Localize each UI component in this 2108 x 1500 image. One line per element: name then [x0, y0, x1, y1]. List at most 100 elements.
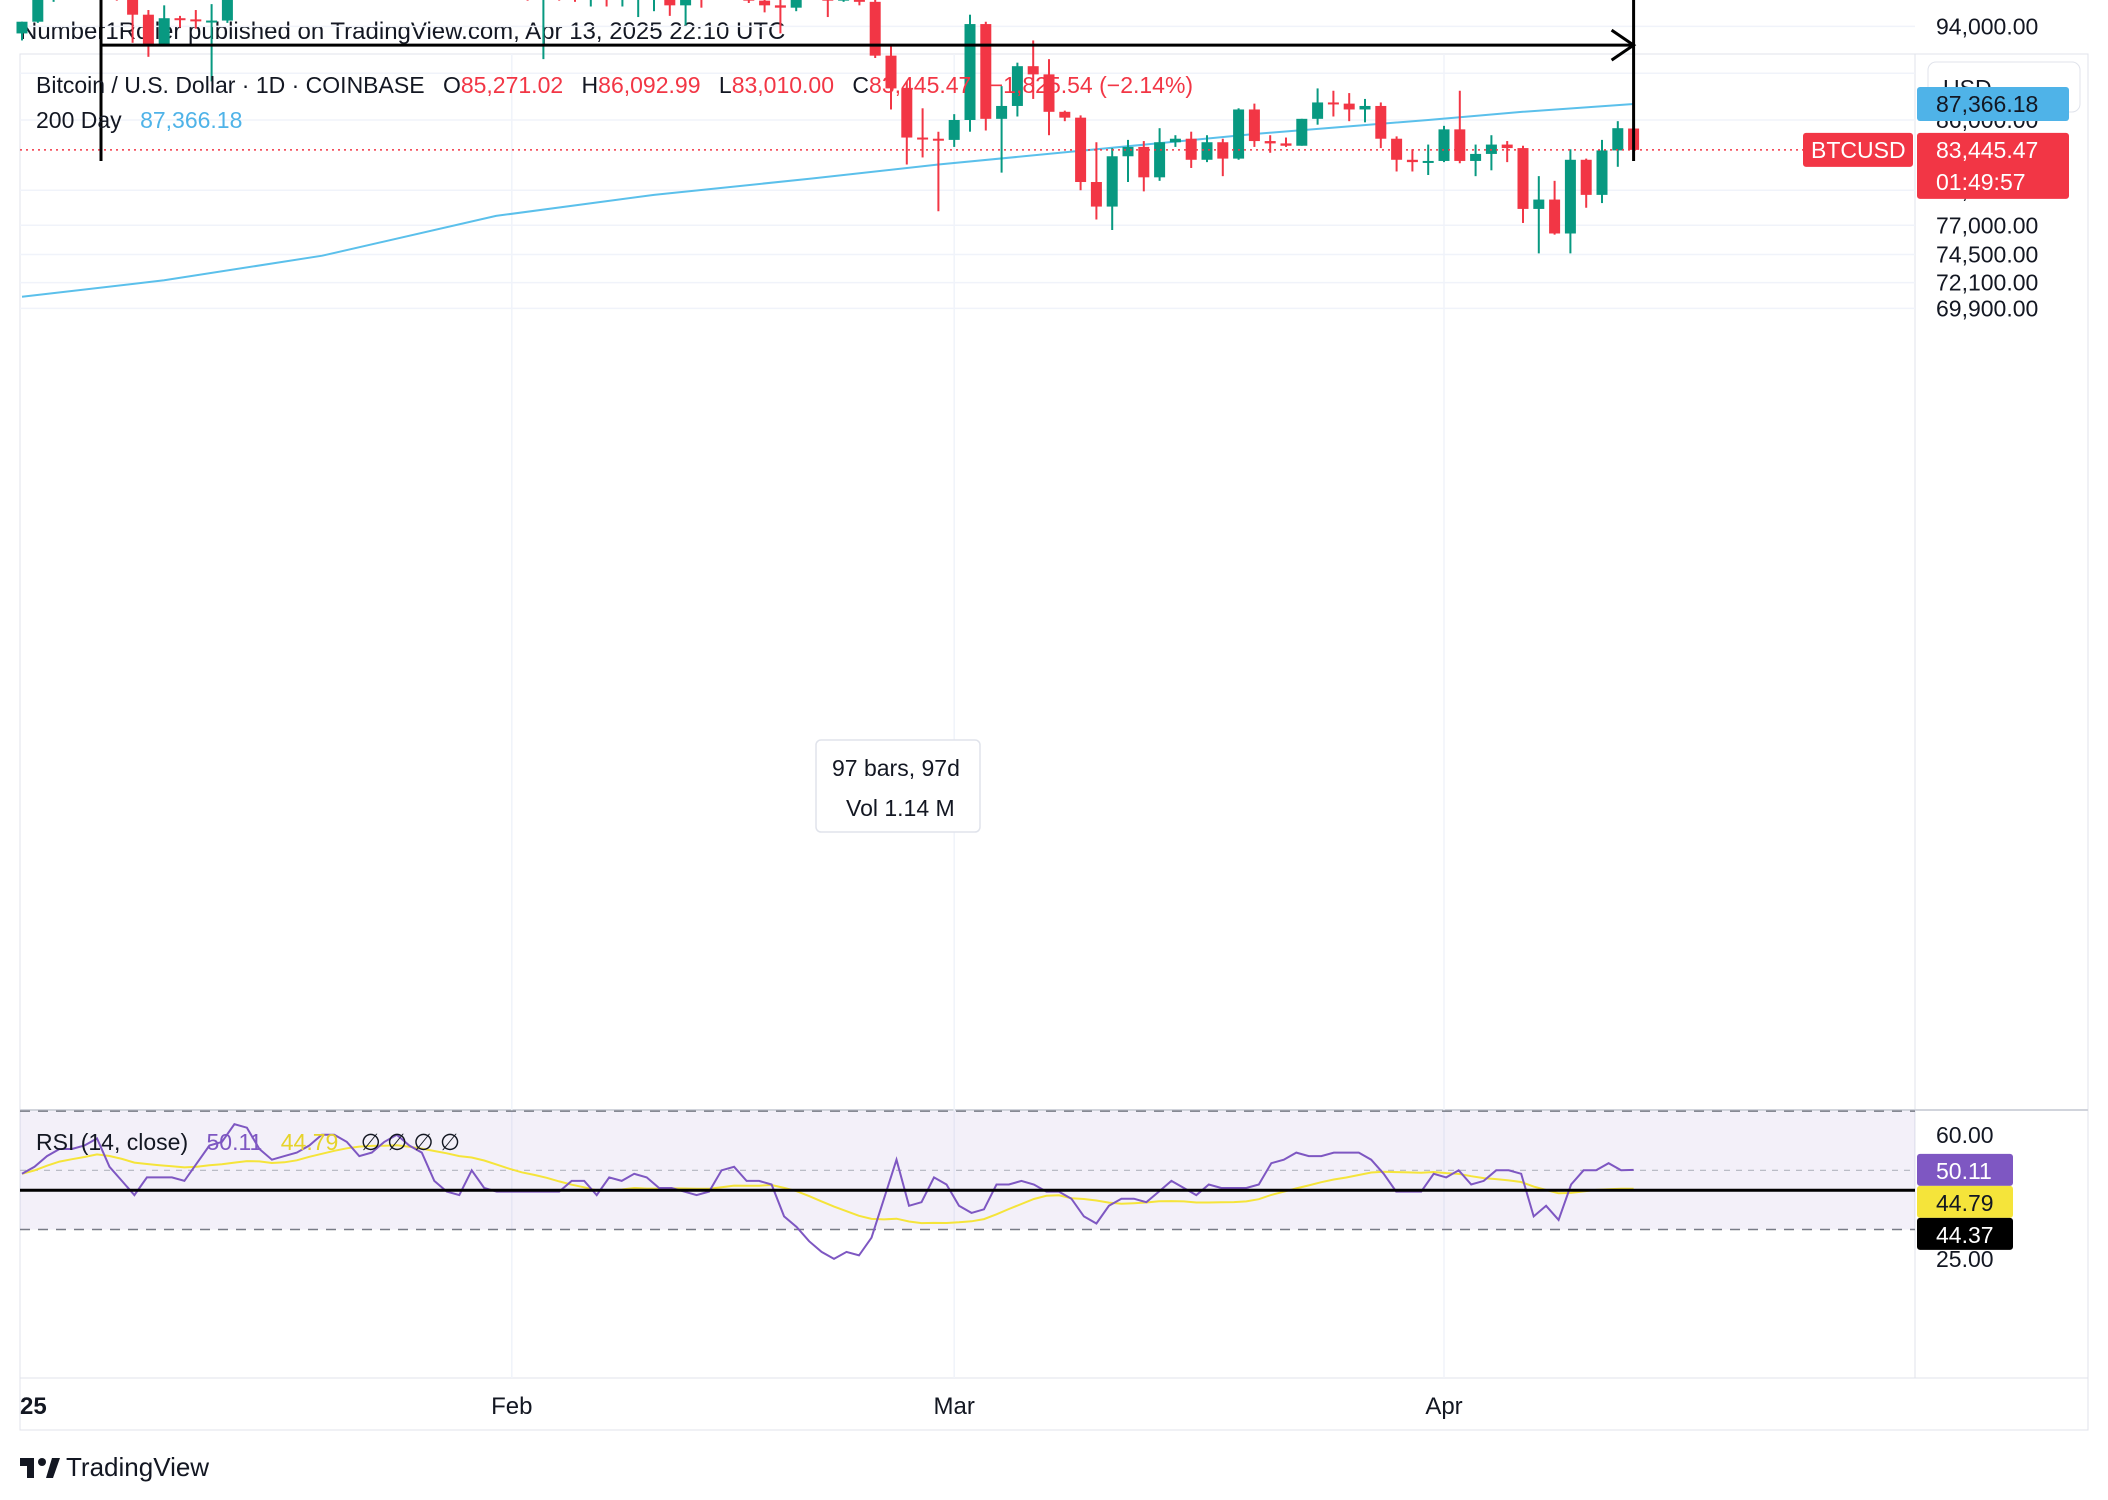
candle-body — [158, 18, 170, 44]
hline-badge: 44.37 — [1917, 1217, 2013, 1250]
candle-body — [1154, 142, 1166, 178]
rsi-value-badge: 50.11 — [1917, 1153, 2013, 1186]
candle — [1359, 98, 1371, 123]
candle — [1549, 180, 1561, 235]
candle-body — [664, 0, 676, 6]
candle — [1106, 148, 1118, 230]
candle — [1454, 90, 1466, 164]
candle-body — [1470, 153, 1482, 161]
candle-body — [1549, 199, 1561, 234]
candle — [653, 0, 655, 12]
rsi-legend-extra: ∅ ∅ ∅ ∅ — [361, 1129, 460, 1155]
candle-body — [1454, 129, 1466, 161]
candle — [996, 86, 1008, 173]
candle — [869, 0, 881, 58]
candle — [1011, 62, 1023, 117]
candle — [1438, 125, 1450, 163]
candle — [142, 10, 154, 57]
measure-drawing[interactable] — [99, 0, 1637, 161]
rsi-tick-label: 60.00 — [1936, 1122, 1994, 1148]
candle-body — [853, 0, 865, 2]
candle-body — [206, 20, 218, 23]
candle-body — [1612, 128, 1624, 151]
candle-body — [1375, 105, 1387, 139]
time-label[interactable]: 25 — [20, 1393, 47, 1420]
ma-price-label: 87,366.18 — [1936, 91, 2038, 117]
candle-body — [1090, 182, 1102, 207]
candle-body — [1280, 143, 1292, 146]
candle-body — [174, 18, 186, 21]
candle — [853, 0, 865, 6]
candle-body — [1343, 103, 1355, 110]
time-axis[interactable]: 25 Feb Mar Apr — [20, 1393, 1463, 1420]
measure-tooltip: 97 bars, 97d Vol 1.14 M — [815, 739, 981, 833]
candle-body — [1391, 138, 1403, 160]
candle-body — [964, 24, 976, 121]
candle — [621, 0, 624, 7]
candle — [206, 4, 218, 82]
candle — [16, 21, 28, 41]
publish-info: Number1Roller published on TradingView.c… — [20, 18, 785, 45]
candle-body — [1596, 150, 1608, 195]
price-tick-label[interactable]: 69,900.00 — [1936, 295, 2038, 321]
hline-value-label: 44.37 — [1936, 1222, 1994, 1248]
rsi-tick-label: 25.00 — [1936, 1246, 1994, 1272]
candle — [790, 0, 802, 12]
candle-body — [1248, 109, 1260, 142]
candle-body — [1011, 66, 1023, 106]
candle — [1406, 149, 1418, 172]
price-tick-label[interactable]: 77,000.00 — [1936, 212, 2038, 238]
candle — [542, 0, 545, 60]
candle — [605, 0, 608, 7]
rsi-axis: 60.00 25.00 — [1936, 1122, 1994, 1272]
tradingview-logo[interactable]: TradingView — [20, 1452, 209, 1482]
candle-body — [1296, 118, 1308, 146]
candle — [558, 0, 561, 1]
measure-volume-text: Vol 1.14 M — [846, 795, 955, 821]
price-tick-label[interactable]: 74,500.00 — [1936, 242, 2038, 268]
candle — [1517, 145, 1529, 223]
candle — [1233, 108, 1245, 160]
candle — [1059, 110, 1071, 122]
candle-body — [932, 138, 944, 141]
last-price-label: 83,445.47 — [1936, 137, 2038, 163]
candle — [932, 131, 944, 212]
candle — [1075, 115, 1087, 191]
candle — [759, 0, 771, 13]
candle-body — [790, 0, 802, 8]
time-label[interactable]: Mar — [934, 1393, 975, 1420]
candle — [1596, 139, 1608, 204]
ma-200-line — [21, 103, 1634, 298]
high-value: 86,092.99 — [598, 72, 700, 98]
rsi-legend-ma-value: 44.79 — [281, 1129, 339, 1155]
candle — [1612, 121, 1624, 167]
candle — [1470, 144, 1482, 177]
symbol-badge: BTCUSD — [1803, 132, 1913, 167]
candle — [901, 81, 913, 165]
candle — [174, 15, 186, 28]
ma-legend-row: 200 Day 87,366.18 — [36, 107, 242, 133]
time-label[interactable]: Feb — [491, 1393, 532, 1420]
candle-body — [774, 5, 786, 8]
candle-body — [1501, 144, 1513, 149]
candle-body — [1580, 159, 1592, 195]
candle-body — [1217, 142, 1229, 159]
candle-body — [1043, 74, 1055, 112]
candle — [680, 0, 692, 26]
open-value: 85,271.02 — [461, 72, 563, 98]
price-tick-label[interactable]: 72,100.00 — [1936, 270, 2038, 296]
candle — [127, 0, 139, 43]
candle-body — [1422, 160, 1434, 163]
time-label[interactable]: Apr — [1425, 1393, 1462, 1420]
rsi-ma-line — [21, 1144, 1634, 1225]
brand-name: TradingView — [66, 1452, 209, 1482]
candle-body — [680, 0, 692, 6]
candle — [1217, 138, 1229, 177]
tradingview-logo-icon — [20, 1458, 60, 1478]
price-tick-label[interactable]: 94,000.00 — [1936, 13, 2038, 39]
candle-body — [221, 0, 233, 21]
candle — [1375, 102, 1387, 149]
candle — [1201, 135, 1213, 163]
candle-body — [1233, 109, 1245, 159]
candle — [1154, 128, 1166, 181]
